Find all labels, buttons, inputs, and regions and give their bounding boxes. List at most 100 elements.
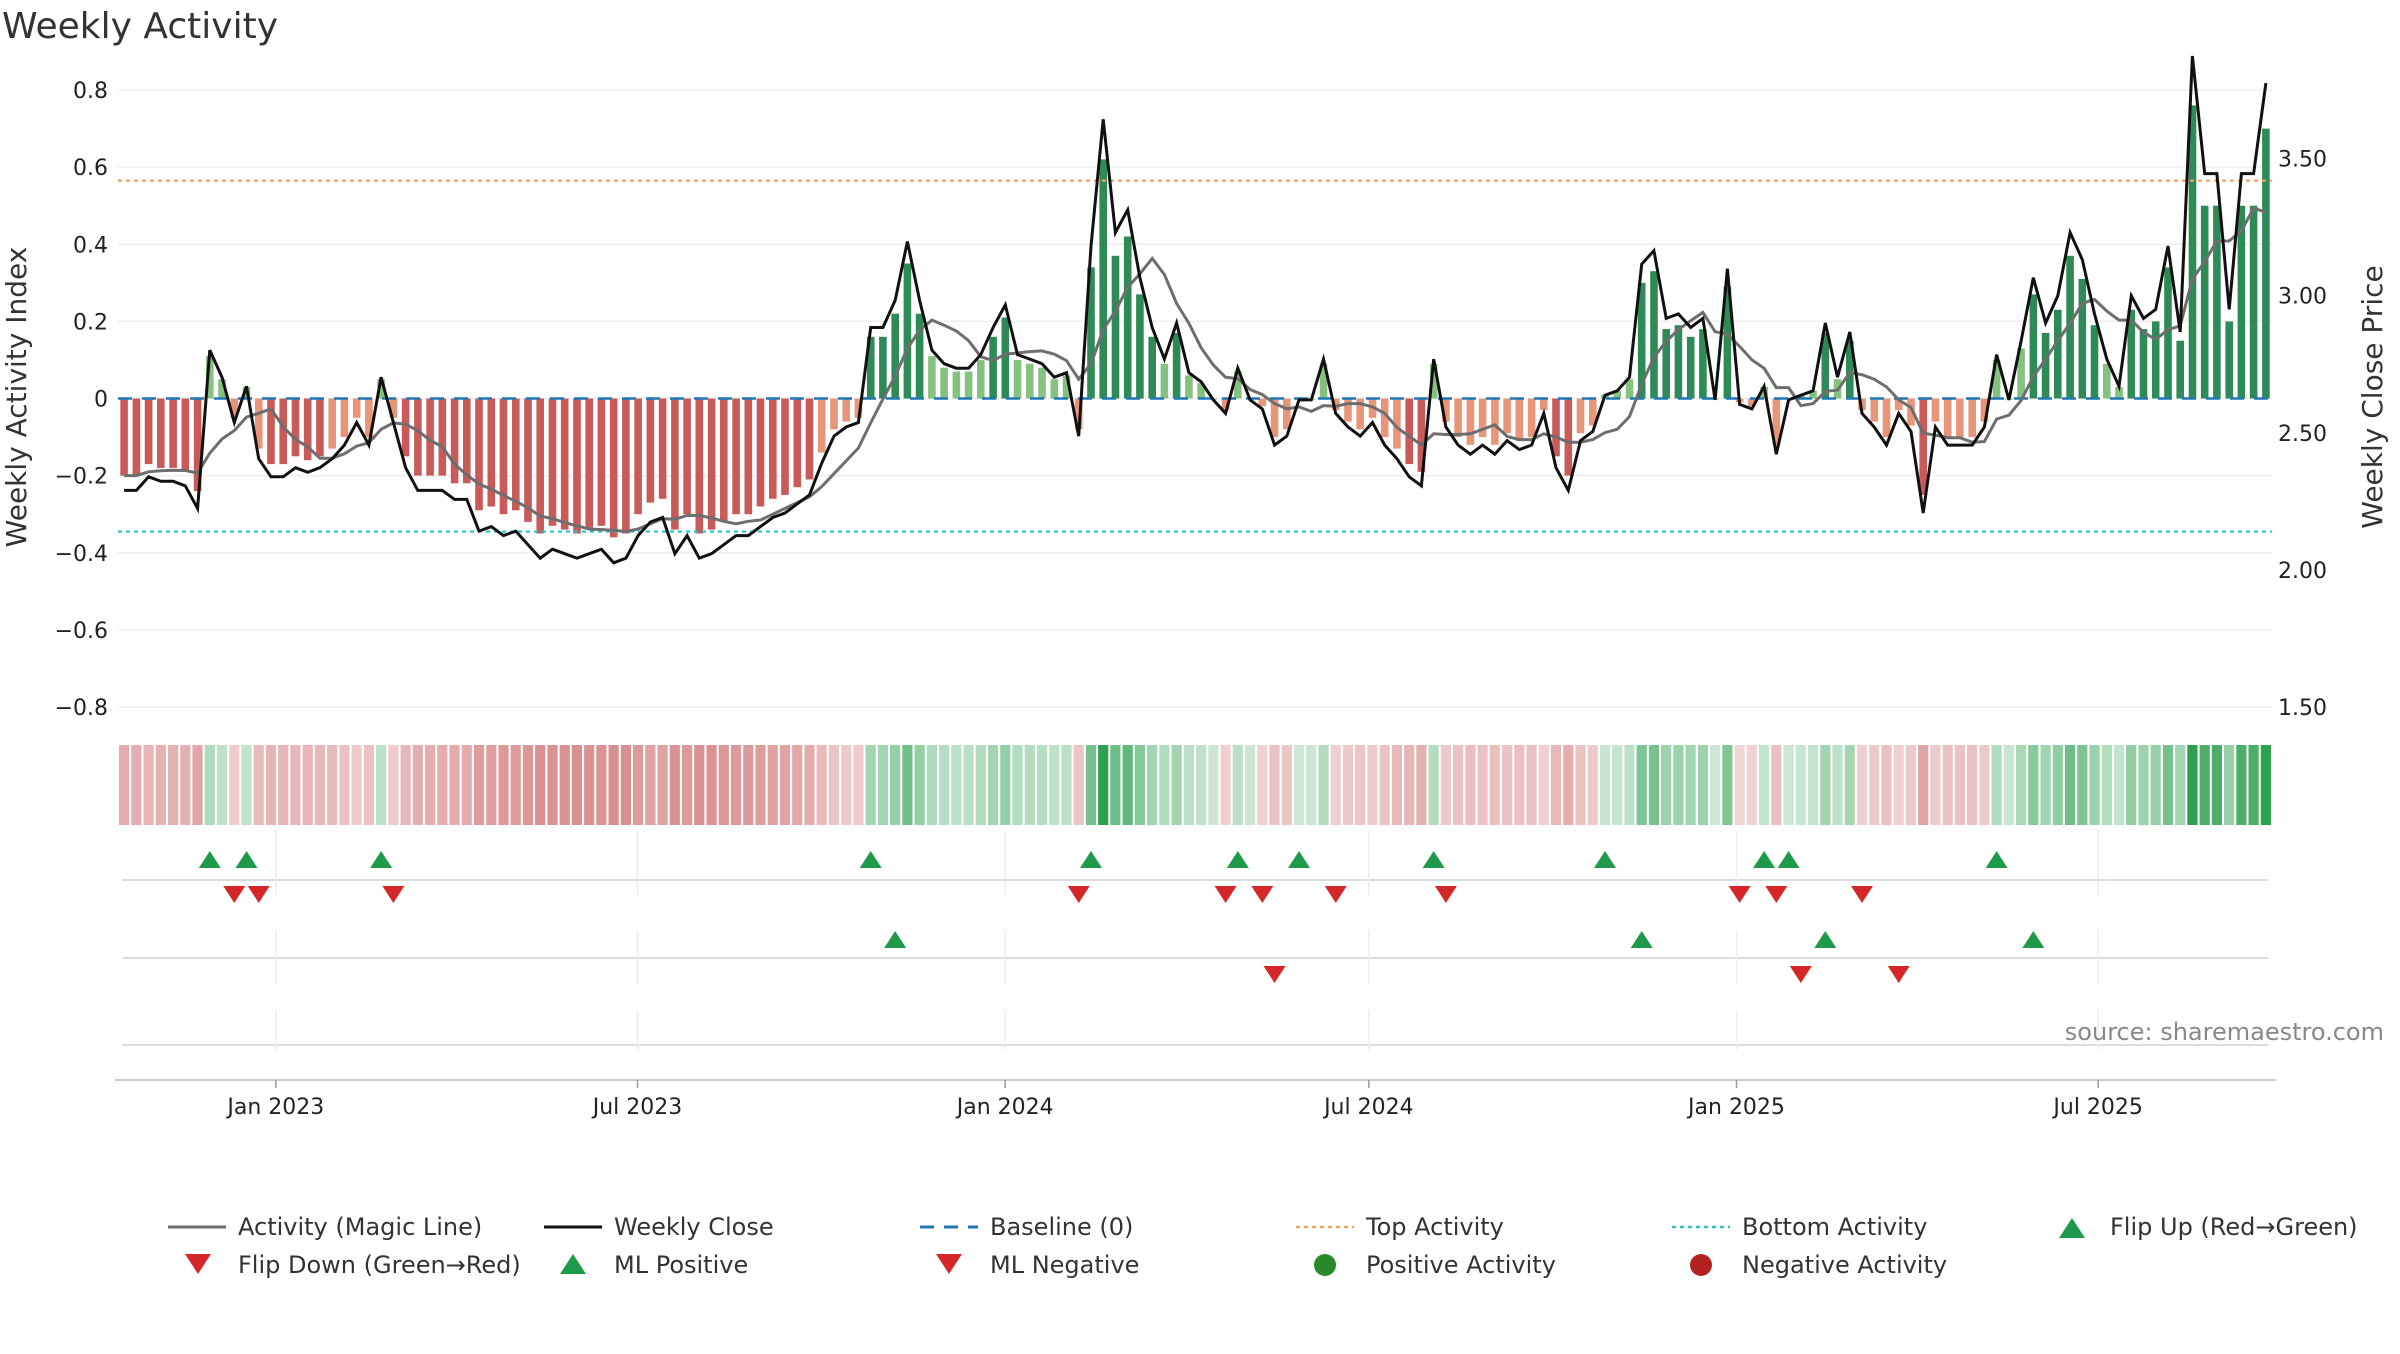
activity-bar [2213, 205, 2221, 399]
activity-bar [707, 398, 716, 530]
activity-bar [1662, 329, 1670, 399]
activity-bar [1882, 398, 1891, 438]
activity-bar [1062, 375, 1071, 399]
strip-cell [1024, 745, 1035, 825]
flip-up-marker [1079, 851, 1102, 868]
activity-bar [499, 398, 508, 515]
activity-bar [1026, 363, 1034, 399]
strip-cell [1183, 745, 1194, 825]
strip-cell [2138, 745, 2149, 825]
activity-bar [1050, 379, 1059, 399]
activity-bar [1136, 294, 1144, 399]
strip-cell [1783, 745, 1794, 825]
activity-bar [1527, 398, 1536, 438]
positive-dot-icon [1314, 1254, 1336, 1276]
flip-up-marker [1985, 851, 2008, 868]
strip-cell [608, 745, 619, 825]
ml-positive-icon [560, 1254, 586, 1274]
strip-cell [131, 745, 142, 825]
strip-cell [1575, 745, 1586, 825]
activity-bar [1870, 398, 1879, 422]
strip-cell [1489, 745, 1500, 825]
strip-cell [853, 745, 864, 825]
strip-cell [339, 745, 350, 825]
strip-cell [1196, 745, 1207, 825]
strip-cell [1697, 745, 1708, 825]
y-tick-label: 0.8 [73, 79, 108, 104]
activity-bar [2017, 348, 2025, 399]
strip-cell [2248, 745, 2259, 825]
ml-negative-marker [1887, 966, 1910, 983]
activity-bar [1686, 336, 1695, 399]
legend-magic-line: Activity (Magic Line) [168, 1213, 482, 1241]
strip-cell [180, 745, 191, 825]
strip-cell [388, 745, 399, 825]
flip-down-marker [247, 886, 270, 903]
strip-cell [804, 745, 815, 825]
activity-bar [1099, 159, 1107, 399]
y-tick-label: −0.4 [55, 542, 108, 567]
activity-bar [879, 336, 887, 399]
activity-bar [2249, 205, 2258, 399]
activity-bar [426, 398, 434, 476]
activity-bar [903, 263, 912, 399]
strip-cell [449, 745, 460, 825]
strip-cell [1367, 745, 1378, 825]
activity-bar [585, 398, 593, 530]
activity-bar [597, 398, 606, 526]
strip-cell [1612, 745, 1623, 825]
strip-cell [2052, 745, 2063, 825]
strip-cell [730, 745, 742, 825]
strip-cell [633, 745, 644, 825]
legend-negative-activity: Negative Activity [1690, 1251, 1947, 1279]
legend-bottom-activity: Bottom Activity [1672, 1213, 1927, 1241]
flip-down-marker [382, 886, 405, 903]
activity-bar [438, 398, 447, 476]
activity-bar [389, 398, 398, 418]
activity-bar [842, 398, 850, 422]
strip-cell [718, 745, 729, 825]
activity-bar [450, 398, 459, 484]
strip-cell [1440, 745, 1451, 825]
strip-cell [1893, 745, 1904, 825]
strip-cell [926, 745, 937, 825]
ml-negative-marker [1263, 966, 1286, 983]
activity-bar [267, 398, 275, 465]
strip-cell [2003, 745, 2014, 825]
legend-baseline: Baseline (0) [920, 1213, 1133, 1241]
strip-cell [216, 745, 228, 825]
activity-bar [1992, 359, 2001, 399]
strip-cell [1832, 745, 1843, 825]
activity-bar [781, 398, 789, 495]
legend-flip-down-label: Flip Down (Green→Red) [238, 1251, 521, 1279]
activity-bar [1919, 398, 1927, 495]
strip-cell [143, 745, 154, 825]
activity-bar [328, 398, 336, 449]
activity-bar [1148, 336, 1156, 399]
strip-cell [1710, 745, 1721, 825]
strip-cell [425, 745, 436, 825]
strip-cell [473, 745, 485, 825]
flip-up-marker [235, 851, 258, 868]
activity-bar [1748, 398, 1756, 407]
activity-bar [805, 398, 814, 480]
strip-cell [559, 745, 570, 825]
flip-up-marker [370, 851, 393, 868]
strip-cell [1342, 745, 1354, 825]
activity-bar [291, 398, 300, 457]
activity-bar [1429, 363, 1438, 399]
activity-bar [2041, 332, 2050, 399]
activity-bar [1332, 398, 1340, 411]
activity-bar [1576, 398, 1585, 434]
y-tick-label: −0.2 [55, 465, 108, 490]
strip-cell [779, 745, 791, 825]
activity-bar [658, 398, 667, 499]
strip-cell [265, 745, 277, 825]
activity-bar [1185, 375, 1193, 399]
activity-bar [1625, 379, 1634, 399]
strip-cell [1000, 745, 1011, 825]
strip-cell [1942, 745, 1953, 825]
activity-bar [1172, 332, 1181, 399]
